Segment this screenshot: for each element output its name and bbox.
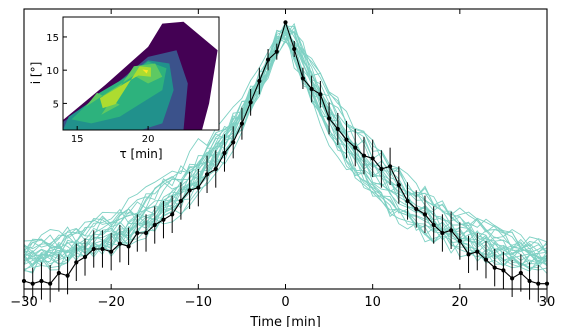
data-point: [379, 166, 384, 172]
x-tick-label: −20: [97, 295, 124, 310]
contour-level-5: [85, 63, 163, 115]
inset-y-tick-label: 5: [53, 99, 59, 110]
data-point: [501, 268, 506, 273]
data-point: [492, 265, 497, 270]
data-point: [318, 92, 323, 97]
data-point: [100, 246, 105, 252]
data-point: [353, 145, 358, 150]
data-point: [126, 244, 131, 249]
data-point: [143, 230, 149, 236]
data-point: [135, 230, 140, 236]
data-point: [449, 228, 454, 233]
data-point: [414, 206, 419, 212]
data-point: [231, 140, 236, 145]
data-point: [335, 126, 340, 132]
data-point: [475, 249, 480, 254]
data-point: [536, 281, 541, 286]
data-point: [109, 249, 114, 254]
x-axis-label: Time [min]: [249, 315, 321, 327]
data-point: [283, 20, 288, 25]
x-tick-label: 10: [364, 295, 381, 310]
data-point: [292, 46, 297, 52]
data-point: [431, 222, 436, 228]
data-point: [344, 137, 349, 142]
data-point: [527, 278, 532, 284]
data-point: [161, 217, 166, 222]
data-point: [257, 78, 262, 84]
data-point: [170, 212, 175, 217]
data-point: [518, 270, 523, 276]
x-tick-label: −30: [10, 295, 37, 310]
data-point: [248, 100, 253, 105]
data-point: [405, 198, 410, 204]
data-point: [187, 188, 192, 193]
data-point: [213, 166, 218, 172]
inset-y-label: i [°]: [29, 62, 43, 85]
inset-plot: 15 20 5 10 15 τ [min] i [°]: [29, 16, 220, 161]
data-point: [39, 278, 44, 284]
data-point: [82, 254, 88, 260]
data-point: [300, 76, 306, 81]
contour-level-6: [99, 66, 151, 109]
data-point: [510, 276, 515, 281]
model-realization-line: [23, 26, 548, 257]
data-point: [396, 182, 401, 188]
data-point: [457, 238, 462, 244]
main-plot: −30 −20 −10 0 10 20 30 Time [min]: [10, 8, 555, 327]
data-point: [388, 164, 393, 169]
data-point: [239, 121, 245, 126]
inset-axes-frame: [62, 16, 220, 131]
data-point: [326, 116, 332, 121]
inset-x-tick-label: 15: [71, 134, 84, 145]
data-point: [56, 270, 61, 276]
inset-x-label: τ [min]: [119, 147, 162, 161]
data-point: [196, 185, 201, 190]
data-point: [309, 86, 314, 92]
x-tick-label: 20: [452, 295, 469, 310]
data-point: [440, 230, 445, 236]
data-point: [483, 257, 489, 262]
x-tick-label: 30: [539, 295, 556, 310]
inset-y-tick-label: 15: [46, 33, 59, 44]
data-point: [65, 273, 70, 278]
model-realization-line: [23, 31, 548, 254]
data-point: [91, 246, 96, 252]
data-point: [178, 198, 183, 204]
data-point: [30, 281, 35, 286]
x-tick-label: −10: [185, 295, 212, 310]
x-axis-ticks: −30 −20 −10 0 10 20 30: [10, 9, 555, 310]
inset-y-tick-label: 10: [46, 66, 59, 77]
contour-level-7: [142, 69, 149, 74]
data-point: [117, 241, 122, 246]
data-point: [48, 281, 53, 286]
data-point: [152, 222, 157, 228]
inset-x-tick-label: 20: [142, 134, 155, 145]
inset-ticks: 15 20 5 10 15: [46, 33, 154, 145]
data-point: [274, 49, 279, 54]
x-tick-label: 0: [281, 295, 289, 310]
data-points: [21, 20, 550, 286]
data-point: [422, 212, 428, 217]
data-point: [204, 172, 210, 177]
data-point: [265, 57, 271, 62]
inset-contours: [63, 21, 218, 131]
data-point: [222, 150, 227, 156]
data-point: [74, 260, 79, 265]
data-point: [361, 153, 367, 158]
data-point: [466, 252, 471, 257]
data-point: [370, 156, 375, 161]
